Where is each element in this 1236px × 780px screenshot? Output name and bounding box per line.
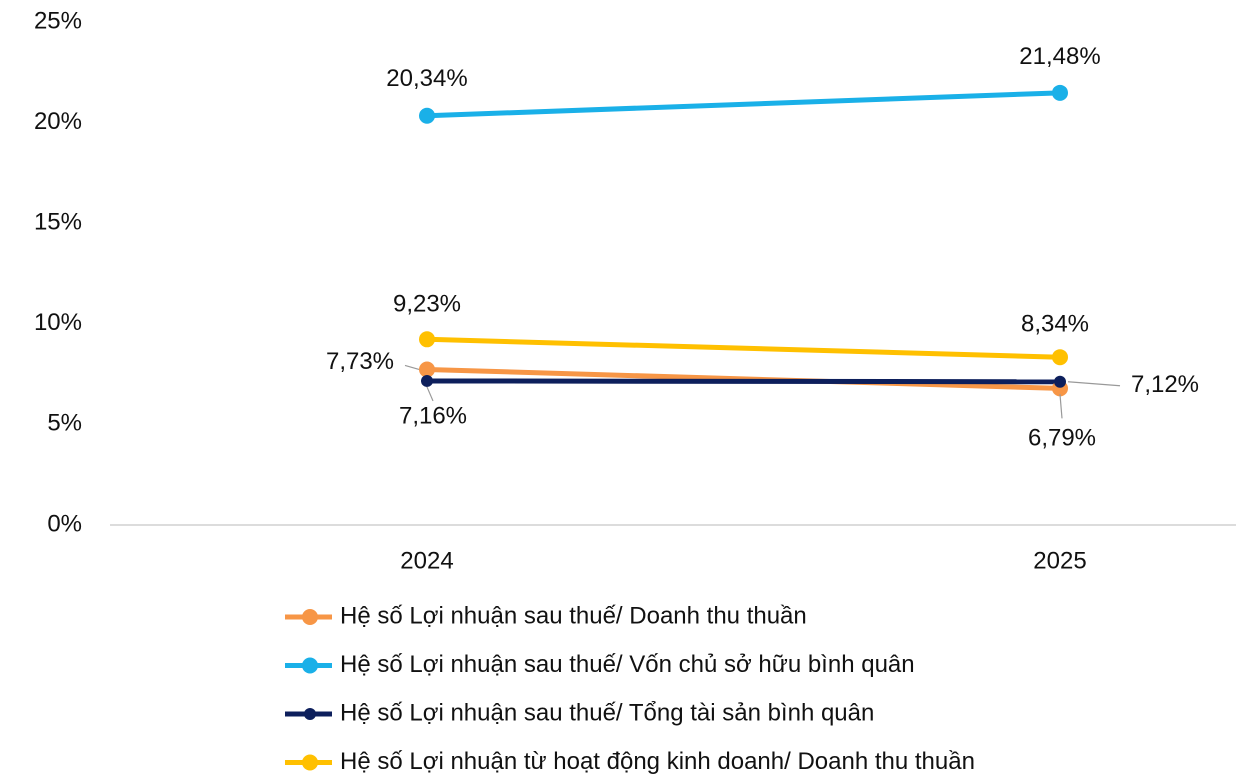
data-point [419,331,435,347]
series-line [427,381,1060,382]
data-label: 7,73% [326,348,394,375]
data-label: 8,34% [1021,311,1089,338]
data-label: 7,12% [1131,371,1199,398]
y-tick-label: 20% [34,108,82,135]
data-label: 9,23% [393,291,461,318]
leader-line [1068,382,1120,386]
leader-line [1060,394,1062,418]
y-tick-label: 0% [47,510,82,537]
series-line [427,339,1060,357]
legend-label: Hệ số Lợi nhuận sau thuế/ Doanh thu thuầ… [340,602,807,629]
data-point [1052,85,1068,101]
y-tick-label: 10% [34,309,82,336]
data-label: 21,48% [1019,43,1100,70]
leader-line [427,387,433,401]
data-point [421,375,433,387]
series-line [427,93,1060,116]
data-point [419,108,435,124]
legend-marker [302,658,318,674]
page: {"chart_data": {"type": "line", "categor… [0,0,1236,780]
data-point [1052,349,1068,365]
legend-marker [304,708,316,720]
legend-marker [302,755,318,771]
legend-marker [302,609,318,625]
chart: 0% 5% 10% 15% 20% 25% 2024 2025 7,73% 6,79% 20,34%… [0,0,1236,780]
y-tick-label: 5% [47,410,82,437]
data-label: 20,34% [386,65,467,92]
x-tick-label: 2025 [1033,547,1086,574]
legend-label: Hệ số Lợi nhuận sau thuế/ Tổng tài sản b… [340,699,874,726]
leader-line [405,365,419,369]
y-tick-label: 25% [34,7,82,34]
legend-label: Hệ số Lợi nhuận từ hoạt động kinh doanh/… [340,748,975,775]
x-tick-label: 2024 [400,547,453,574]
legend-label: Hệ số Lợi nhuận sau thuế/ Vốn chủ sở hữu… [340,651,915,678]
y-tick-label: 15% [34,209,82,236]
data-label: 7,16% [399,402,467,429]
data-point [1054,376,1066,388]
data-label: 6,79% [1028,425,1096,452]
